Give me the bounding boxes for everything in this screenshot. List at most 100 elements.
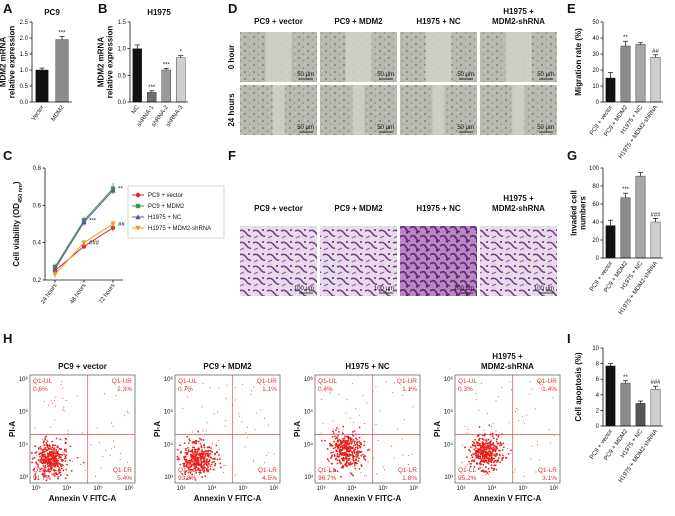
x-tick-label: 10⁴ <box>207 485 217 492</box>
event-dot <box>51 451 54 454</box>
event-dot <box>39 445 42 448</box>
event-dot <box>34 473 37 475</box>
event-dot <box>189 477 192 480</box>
event-dot <box>360 464 363 466</box>
wound-gap <box>425 32 452 82</box>
event-dot <box>345 464 347 467</box>
event-dot <box>479 446 482 449</box>
event-dot <box>488 470 491 473</box>
event-dot <box>535 471 537 473</box>
event-dot <box>328 470 331 473</box>
event-dot <box>65 400 67 402</box>
significance: *** <box>148 85 156 91</box>
event-dot <box>44 437 47 439</box>
event-dot <box>42 464 45 467</box>
event-dot <box>352 459 355 462</box>
event-dot <box>478 448 480 450</box>
event-dot <box>253 386 255 388</box>
y-axis-label: MDM2 mRNA <box>97 37 106 87</box>
event-dot <box>187 450 190 453</box>
event-dot <box>336 427 338 429</box>
event-dot <box>481 451 483 454</box>
y-tick-label: 2.0 <box>20 36 29 42</box>
event-dot <box>125 473 127 475</box>
significance: ## <box>118 222 125 228</box>
event-dot <box>474 445 477 448</box>
x-tick-label: 10³ <box>457 486 466 492</box>
event-dot <box>367 461 369 463</box>
event-dot <box>358 436 361 439</box>
event-dot <box>43 466 46 469</box>
event-dot <box>349 436 351 439</box>
event-dot <box>112 426 114 428</box>
quadrant-name: Q1-UL <box>33 378 53 385</box>
event-dot <box>339 439 342 442</box>
event-dot <box>58 469 61 472</box>
event-dot <box>347 442 349 445</box>
y-tick-label: 4 <box>596 393 600 399</box>
event-dot <box>517 409 519 411</box>
y-tick-label: 10⁵ <box>19 409 29 416</box>
event-dot <box>489 456 491 458</box>
event-dot <box>201 476 204 478</box>
event-dot <box>363 457 366 460</box>
event-dot <box>218 439 220 441</box>
event-dot <box>523 475 525 477</box>
scale-label: 100 μm <box>374 286 394 292</box>
event-dot <box>467 463 469 465</box>
event-dot <box>185 386 187 388</box>
event-dot <box>473 460 476 463</box>
event-dot <box>507 452 510 455</box>
x-axis-label: Annexin V FITC-A <box>194 494 262 503</box>
event-dot <box>197 467 200 470</box>
event-dot <box>223 464 225 466</box>
event-dot <box>471 456 474 459</box>
event-dot <box>71 460 73 462</box>
event-dot <box>349 453 352 456</box>
event-dot <box>485 448 488 451</box>
panel-letter: F <box>228 148 236 163</box>
micrograph <box>240 226 317 296</box>
significance: *** <box>163 62 171 68</box>
event-dot <box>362 453 364 456</box>
event-dot <box>211 461 214 464</box>
event-dot <box>358 414 360 416</box>
event-dot <box>43 440 45 443</box>
event-dot <box>488 473 490 475</box>
event-dot <box>64 457 67 459</box>
event-dot <box>492 435 494 437</box>
event-dot <box>187 471 190 474</box>
event-dot <box>273 453 275 455</box>
event-dot <box>183 442 186 445</box>
event-dot <box>47 459 50 462</box>
event-dot <box>383 469 385 471</box>
event-dot <box>375 424 377 426</box>
event-dot <box>208 459 211 461</box>
event-dot <box>58 449 60 451</box>
event-dot <box>348 447 351 449</box>
event-dot <box>336 459 339 462</box>
y-tick-label: 0 <box>596 424 600 430</box>
y-axis-label: MDM2 mRNA <box>0 37 8 87</box>
event-dot <box>58 472 61 475</box>
event-dot <box>209 449 211 452</box>
event-dot <box>530 458 532 460</box>
event-dot <box>64 460 67 462</box>
column-header: H1975 + NC <box>416 204 460 213</box>
event-dot <box>347 457 349 460</box>
event-dot <box>410 387 412 389</box>
event-dot <box>198 437 201 440</box>
x-axis-label: Annexin V FITC-A <box>49 494 117 503</box>
event-dot <box>127 412 129 414</box>
quadrant-percent: 1.1% <box>402 386 417 393</box>
event-dot <box>50 468 53 471</box>
event-dot <box>492 423 494 425</box>
event-dot <box>52 473 55 476</box>
event-dot <box>197 460 200 463</box>
event-dot <box>60 384 62 386</box>
event-dot <box>483 455 486 458</box>
event-dot <box>474 438 476 441</box>
event-dot <box>408 455 410 457</box>
y-tick-label: 40 <box>592 36 599 42</box>
event-dot <box>51 440 54 443</box>
